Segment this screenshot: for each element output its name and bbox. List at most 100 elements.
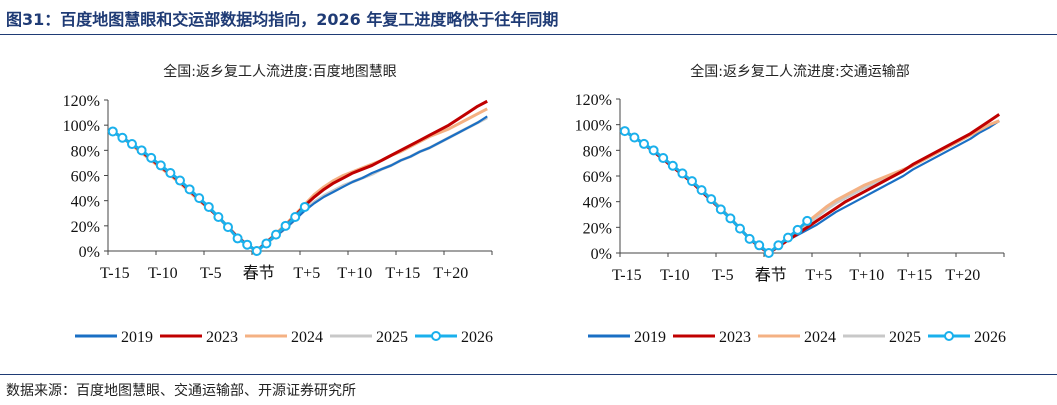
y-tick-label: 20% — [583, 220, 612, 237]
x-tick-label: T-15 — [100, 265, 130, 282]
marker-2026 — [223, 222, 233, 233]
line-2025 — [623, 119, 1000, 255]
marker-2026 — [213, 212, 224, 223]
legend-label-2026: 2026 — [461, 329, 493, 346]
marker-2026 — [648, 145, 659, 156]
marker-2026 — [290, 212, 301, 223]
series-2026 — [619, 126, 813, 258]
legend-label-2026: 2026 — [974, 329, 1006, 346]
marker-2026 — [754, 240, 765, 251]
marker-2026 — [792, 224, 803, 235]
x-tick-label: T+20 — [433, 265, 468, 282]
marker-2026 — [667, 160, 678, 171]
charts-canvas: 全国:返乡复工人流进度:百度地图慧眼 0% 20% 40% 60% 80% 100% 120%… — [63, 63, 1006, 346]
chart-2: 全国:返乡复工人流进度:交通运输部 0% 20% 40% 60% 80% 100% 120% T… — [575, 63, 1006, 346]
y-tick-label: 40% — [71, 194, 100, 211]
legend-label-2023: 2023 — [719, 329, 751, 346]
y-tick-label: 40% — [583, 195, 612, 212]
marker-2026 — [696, 185, 707, 196]
line-2023 — [623, 113, 1001, 255]
x-tick-label: T+5 — [805, 267, 832, 284]
marker-2026 — [155, 160, 166, 171]
x-tick-label: T-5 — [200, 265, 222, 282]
legend-label-2019: 2019 — [121, 329, 153, 346]
marker-2026 — [715, 204, 726, 215]
series-2025 — [623, 119, 1000, 255]
legend-marker-2026 — [431, 331, 441, 341]
marker-2026 — [763, 248, 774, 258]
marker-2026 — [184, 184, 195, 195]
marker-2026 — [687, 176, 697, 187]
marker-2026 — [783, 232, 793, 243]
series-2026 — [107, 126, 310, 256]
x-tick-label: T+15 — [897, 267, 932, 284]
legend-label-2025: 2025 — [889, 329, 921, 346]
x-tick-label: 春节 — [755, 266, 787, 284]
legend-label-2023: 2023 — [206, 329, 238, 346]
y-tick-label: 120% — [63, 93, 100, 110]
marker-2026 — [146, 152, 157, 163]
x-tick-label: T-10 — [148, 265, 178, 282]
y-tick-label: 0% — [79, 244, 100, 261]
line-2024 — [111, 107, 488, 253]
y-tick-label: 20% — [71, 219, 100, 236]
marker-2026 — [136, 145, 147, 156]
marker-2026 — [773, 240, 784, 251]
x-tick-label: T-10 — [660, 267, 690, 284]
marker-2026 — [107, 126, 118, 137]
x-tick-label: T+5 — [293, 265, 320, 282]
marker-2026 — [744, 233, 755, 244]
x-tick-label: T+15 — [385, 265, 420, 282]
marker-2026 — [725, 213, 736, 224]
marker-2026 — [117, 132, 128, 143]
marker-2026 — [639, 138, 649, 149]
marker-2026 — [280, 220, 291, 231]
marker-2026 — [299, 201, 310, 212]
marker-2026 — [232, 233, 243, 244]
line-2025 — [111, 116, 488, 253]
x-tick-label: 春节 — [243, 264, 275, 282]
legend: 2019 2023 2024 2025 2026 — [588, 329, 1006, 346]
legend: 2019 2023 2024 2025 2026 — [75, 329, 493, 346]
source-rule — [0, 374, 1057, 375]
chart-title: 全国:返乡复工人流进度:交通运输部 — [690, 63, 909, 80]
series-2025 — [111, 116, 488, 253]
chart-1: 全国:返乡复工人流进度:百度地图慧眼 0% 20% 40% 60% 80% 100% 120%… — [63, 63, 493, 346]
y-tick-label: 80% — [583, 143, 612, 160]
marker-2026 — [735, 223, 745, 234]
x-tick-label: T+20 — [945, 267, 980, 284]
marker-2026 — [194, 193, 205, 204]
marker-2026 — [658, 153, 669, 164]
series-2023 — [623, 113, 1001, 255]
legend-label-2019: 2019 — [634, 329, 666, 346]
y-tick-label: 60% — [71, 169, 100, 186]
title-rule — [0, 34, 1057, 35]
x-tick-label: T-15 — [612, 267, 642, 284]
marker-2026 — [251, 246, 262, 256]
legend-label-2024: 2024 — [291, 329, 323, 346]
series-2019 — [624, 119, 1000, 255]
line-2019 — [624, 119, 1000, 255]
marker-2026 — [629, 132, 640, 143]
line-2024 — [623, 119, 1000, 255]
marker-2026 — [127, 139, 137, 150]
marker-2026 — [802, 215, 813, 226]
legend-label-2025: 2025 — [376, 329, 408, 346]
y-tick-label: 60% — [583, 169, 612, 186]
y-tick-label: 100% — [575, 118, 612, 135]
source-note: 数据来源：百度地图慧眼、交通运输部、开源证券研究所 — [6, 383, 356, 399]
marker-2026 — [203, 201, 214, 212]
marker-2026 — [242, 239, 253, 250]
marker-2026 — [706, 194, 717, 205]
y-tick-label: 120% — [575, 92, 612, 109]
figure-title: 图31：百度地图慧眼和交运部数据均指向，2026 年复工进度略快于往年同期 — [6, 10, 559, 29]
y-tick-label: 0% — [591, 246, 612, 263]
marker-2026 — [271, 229, 281, 240]
legend-label-2024: 2024 — [804, 329, 836, 346]
x-tick-label: T+10 — [849, 267, 884, 284]
marker-2026 — [165, 167, 176, 178]
series-2024 — [111, 107, 488, 253]
marker-2026 — [175, 175, 185, 186]
legend-marker-2026 — [944, 331, 954, 341]
series-2024 — [623, 119, 1000, 255]
